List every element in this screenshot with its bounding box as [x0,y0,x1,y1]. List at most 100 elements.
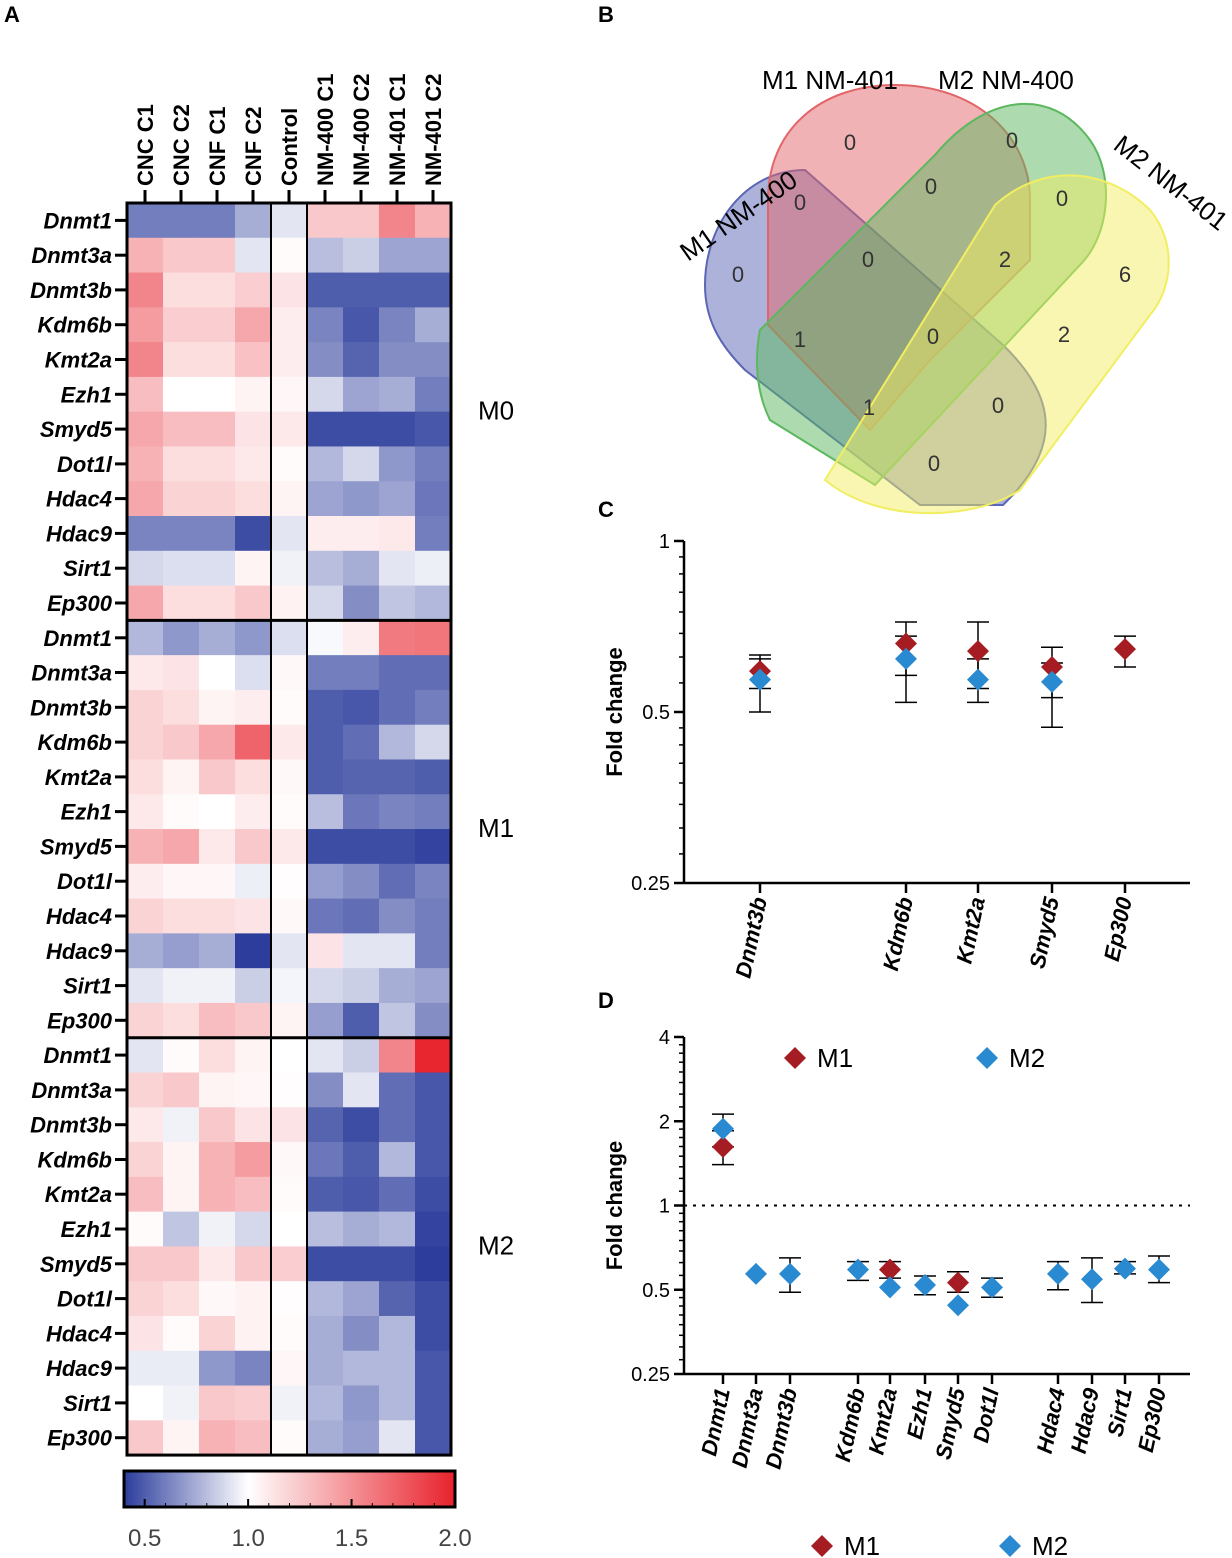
heatmap-cell [235,1176,272,1213]
data-point-m1 [967,640,989,663]
heatmap-cell [415,1072,452,1108]
heatmap-cell [307,1037,344,1073]
heatmap-cell [235,968,272,1004]
data-point-m2 [1041,670,1063,693]
heatmap-cell [379,1002,416,1039]
heatmap-cell [415,829,452,865]
data-point-m2 [779,1262,801,1285]
heatmap-cell [379,1315,416,1352]
data-point-m1 [895,632,917,655]
heatmap-cell [235,829,272,865]
gene-label: Ep300 [47,1426,113,1451]
heatmap-cell [271,203,308,239]
heatmap-cell [307,620,344,656]
heatmap-cell [415,933,452,969]
heatmap-cell [343,759,380,795]
column-label: CNF C1 [205,107,230,186]
gene-label: Kdm6b [37,730,112,755]
heatmap-cell [343,655,380,691]
heatmap-cell [343,237,380,274]
heatmap-cell [127,237,164,274]
gene-label: Dnmt3b [30,695,112,720]
heatmap-cell [127,307,164,343]
heatmap-cell [235,1385,272,1421]
heatmap-cell [235,550,272,587]
heatmap-cell [127,1385,164,1421]
heatmap-cell [343,724,380,760]
heatmap-cell [199,689,236,726]
gene-label: Hdac9 [46,521,113,546]
heatmap-cell [271,1176,308,1213]
heatmap-cell [199,1315,236,1352]
heatmap-cell [343,1002,380,1039]
heatmap-cell [163,1176,200,1213]
heatmap-cell [307,689,344,726]
heatmap-cell [379,1037,416,1073]
heatmap-cell [343,1142,380,1178]
heatmap-cell [307,1211,344,1247]
heatmap-cell [379,863,416,900]
heatmap-cell [415,863,452,900]
heatmap-cell [271,1315,308,1352]
heatmap-cell [127,794,164,830]
heatmap-cell [379,550,416,587]
heatmap-cell [163,724,200,760]
heatmap-cell [199,1107,236,1143]
heatmap-cell [343,1350,380,1387]
heatmap-cell [415,689,452,726]
heatmap-cell [307,898,344,934]
heatmap-cell [163,203,200,239]
heatmap-cell [271,724,308,760]
heatmap-frame [125,201,453,1457]
gene-label: Sirt1 [63,1391,112,1416]
column-label: NM-400 C1 [313,74,338,186]
data-point-m1 [947,1271,969,1294]
venn-set-label: M2 NM-400 [938,65,1074,95]
gene-label: Dnmt3b [30,1113,112,1138]
heatmap-cell [343,1211,380,1247]
panel-letter-c: C [598,497,614,522]
heatmap-cell [415,1420,452,1456]
legend-label: M2 [1032,1531,1068,1558]
heatmap-cell [127,655,164,691]
heatmap-cell [343,1281,380,1317]
heatmap-cell [343,689,380,726]
heatmap-cell [343,516,380,552]
heatmap-cell [127,1246,164,1282]
heatmap-cell [271,898,308,934]
heatmap-cell [235,655,272,691]
x-tick-label: Ep300 [1133,1385,1171,1454]
x-tick-label: Smyd5 [930,1385,970,1462]
data-point-m2 [847,1258,869,1281]
heatmap-cell [307,516,344,552]
heatmap-cell [307,342,344,378]
heatmap-cell [199,585,236,621]
heatmap-cell [379,968,416,1004]
heatmap-cell [379,342,416,378]
gene-label: Ep300 [47,1008,113,1033]
colorbar-tick-label: 1.0 [231,1525,264,1552]
gene-label: Dot1l [57,1287,113,1312]
venn-region-count: 0 [794,190,806,215]
heatmap-cell [235,759,272,795]
heatmap-cell [127,203,164,239]
heatmap-cell [235,203,272,239]
panel-letter-d: D [598,988,614,1013]
y-tick-label: 0.25 [631,1364,670,1386]
heatmap-cell [415,1037,452,1073]
heatmap-cell [379,1107,416,1143]
gene-label: Sirt1 [63,974,112,999]
heatmap-cell [379,272,416,308]
heatmap-cell [343,307,380,343]
heatmap-cell [343,863,380,900]
heatmap-cell [415,1107,452,1143]
heatmap-cell [307,1176,344,1213]
x-tick-label: Hdac4 [1032,1386,1070,1456]
heatmap-cell [271,307,308,343]
heatmap-cell [199,1385,236,1421]
heatmap-cell [127,1420,164,1456]
heatmap-cell [415,1350,452,1387]
legend-marker-m2 [976,1047,998,1069]
heatmap-cell [235,516,272,552]
heatmap-cell [415,307,452,343]
